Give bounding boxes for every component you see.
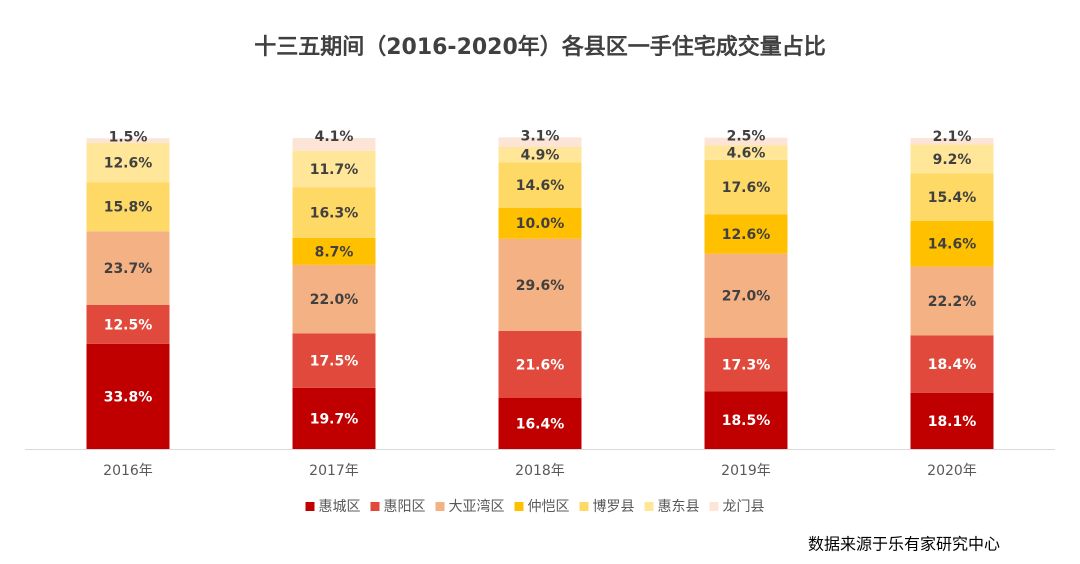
legend-label: 大亚湾区 <box>449 498 505 515</box>
data-label: 22.2% <box>928 294 977 310</box>
bar-segment <box>292 138 376 151</box>
bar-segment <box>498 207 582 239</box>
bar-segment <box>86 142 170 183</box>
bar-segment <box>910 138 994 145</box>
bar-segment <box>86 305 170 344</box>
data-label: 4.1% <box>315 129 354 145</box>
bar-segment <box>292 150 376 188</box>
bar-segment <box>86 182 170 232</box>
legend-label: 惠东县 <box>658 499 700 515</box>
bar-segment <box>292 237 376 265</box>
data-label: 17.5% <box>310 354 359 370</box>
bar-segment <box>498 238 582 331</box>
bar-segment <box>498 147 582 163</box>
legend-label: 惠阳区 <box>384 499 426 515</box>
legend-swatch <box>514 502 524 511</box>
bar-segment <box>292 333 376 388</box>
bar-segment <box>704 337 788 392</box>
data-label: 15.4% <box>928 190 977 206</box>
bar-segment <box>910 266 994 336</box>
data-label: 4.9% <box>521 148 560 164</box>
data-label: 9.2% <box>933 152 972 168</box>
data-label: 14.6% <box>928 237 977 253</box>
data-label: 3.1% <box>521 128 560 144</box>
data-label: 16.3% <box>310 205 359 221</box>
legend-swatch <box>435 502 445 511</box>
x-tick-label: 2019年 <box>721 463 771 479</box>
bar-segment <box>292 264 376 334</box>
data-label: 8.7% <box>315 244 354 260</box>
bar-segment <box>910 335 994 393</box>
data-label: 29.6% <box>516 278 565 294</box>
data-label: 15.8% <box>104 200 153 216</box>
bar-segment <box>704 391 788 449</box>
x-tick-label: 2018年 <box>515 463 565 479</box>
legend-swatch <box>370 502 380 511</box>
data-label: 2.1% <box>933 129 972 145</box>
legend-swatch <box>644 502 654 511</box>
bar-segment <box>86 138 170 143</box>
bar-segment <box>704 137 788 146</box>
data-label: 23.7% <box>104 261 153 277</box>
data-label: 22.0% <box>310 292 359 308</box>
data-label: 12.6% <box>722 227 771 243</box>
data-label: 18.5% <box>722 413 771 429</box>
legend-label: 仲恺区 <box>528 499 570 515</box>
legend-label: 龙门县 <box>723 499 765 515</box>
bar-segment <box>704 214 788 254</box>
bar-segment <box>910 144 994 174</box>
legend-swatch <box>579 502 589 511</box>
data-label: 18.4% <box>928 357 977 373</box>
bar-segment <box>910 173 994 222</box>
legend-swatch <box>709 502 719 511</box>
data-label: 27.0% <box>722 289 771 305</box>
bar-segment <box>292 387 376 449</box>
bar-segment <box>498 162 582 208</box>
data-label: 12.5% <box>104 317 153 333</box>
bar-segment <box>704 145 788 160</box>
data-label: 1.5% <box>109 129 148 145</box>
bar-segment <box>292 187 376 238</box>
data-label: 17.3% <box>722 358 771 374</box>
source-note: 数据来源于乐有家研究中心 <box>808 535 1000 554</box>
data-label: 18.1% <box>928 414 977 430</box>
bar-segment <box>910 392 994 449</box>
data-label: 21.6% <box>516 357 565 373</box>
legend-label: 博罗县 <box>593 498 635 515</box>
x-tick-label: 2017年 <box>309 463 359 479</box>
bar-segment <box>910 221 994 267</box>
bar-segment <box>704 159 788 215</box>
bar-segment <box>498 397 582 449</box>
data-label: 11.7% <box>310 162 359 178</box>
bar-segment <box>498 330 582 398</box>
data-label: 4.6% <box>727 146 766 162</box>
legend-label: 惠城区 <box>319 499 361 515</box>
bar-segment <box>86 231 170 306</box>
data-label: 19.7% <box>310 411 359 427</box>
x-tick-label: 2020年 <box>927 463 977 479</box>
x-tick-label: 2016年 <box>103 463 153 479</box>
chart-title: 十三五期间（2016-2020年）各县区一手住宅成交量占比 <box>254 34 826 60</box>
data-label: 17.6% <box>722 180 771 196</box>
bar-segment <box>704 253 788 338</box>
data-label: 14.6% <box>516 178 565 194</box>
legend-swatch <box>305 502 315 511</box>
data-label: 33.8% <box>104 389 153 405</box>
data-label: 16.4% <box>516 416 565 432</box>
bar-segment <box>86 343 170 449</box>
bar-segment <box>498 137 582 148</box>
data-label: 2.5% <box>727 129 766 145</box>
data-label: 10.0% <box>516 216 565 232</box>
data-label: 12.6% <box>104 156 153 172</box>
